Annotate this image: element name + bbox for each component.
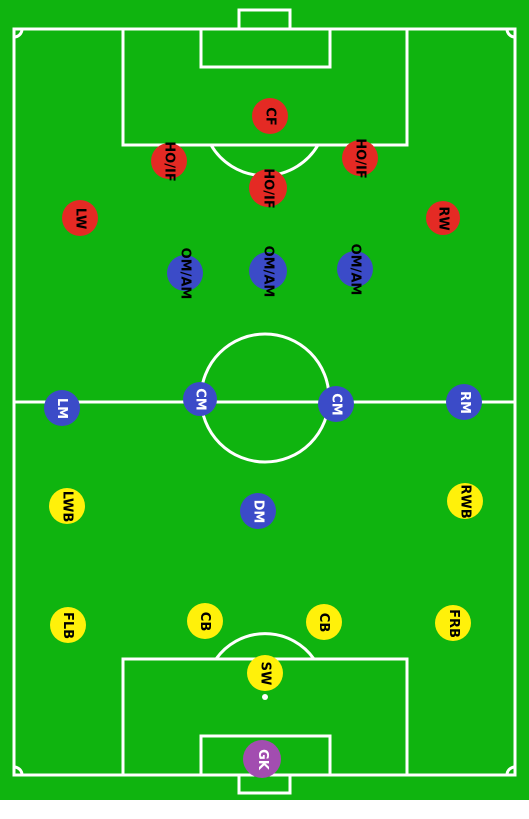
corner-arc-top-right: [505, 28, 516, 39]
player-hoif-left-label: HO/IF: [161, 140, 177, 182]
player-cb-left-label: CB: [197, 611, 213, 631]
corner-arc-bottom-right: [505, 765, 516, 776]
player-lwb: LWB: [49, 488, 85, 524]
player-rm-label: RM: [456, 390, 472, 414]
player-cf: CF: [252, 98, 288, 134]
player-cm-right: CM: [318, 386, 354, 422]
penalty-spot-bottom: [262, 694, 268, 700]
player-omam-right-label: OM/AM: [347, 243, 363, 295]
corner-arc-bottom-left: [13, 765, 24, 776]
player-hoif-left: HO/IF: [151, 140, 187, 182]
player-sw-label: SW: [257, 661, 273, 685]
player-rwb: RWB: [447, 483, 483, 519]
player-cm-left: CM: [183, 382, 217, 416]
player-omam-center-label: OM/AM: [260, 245, 276, 297]
player-cm-left-label: CM: [192, 387, 208, 411]
player-omam-center: OM/AM: [249, 245, 287, 297]
player-rw: RW: [426, 201, 460, 235]
player-hoif-center-label: HO/IF: [260, 167, 276, 209]
player-gk-label: GK: [254, 748, 270, 770]
player-flb: FLB: [50, 607, 86, 643]
bottom-penalty-arc: [214, 632, 316, 660]
player-sw: SW: [247, 655, 283, 691]
player-rwb-label: RWB: [457, 483, 473, 519]
player-hoif-center: HO/IF: [249, 167, 287, 209]
player-cf-label: CF: [262, 106, 278, 126]
player-rw-label: RW: [435, 205, 451, 231]
player-rm: RM: [446, 384, 482, 420]
player-lwb-label: LWB: [59, 490, 75, 522]
player-lw: LW: [62, 200, 98, 236]
player-cb-right: CB: [306, 604, 342, 640]
player-hoif-right-label: HO/IF: [352, 137, 368, 179]
player-dm: DM: [240, 493, 276, 529]
corner-arc-top-left: [13, 28, 24, 39]
player-cm-right-label: CM: [328, 392, 344, 416]
pitch-bottom-margin: [0, 800, 529, 819]
player-lm-label: LM: [54, 397, 70, 419]
player-flb-label: FLB: [60, 611, 76, 639]
player-dm-label: DM: [250, 499, 266, 523]
player-cb-left: CB: [187, 603, 223, 639]
player-omam-left-label: OM/AM: [177, 247, 193, 299]
player-hoif-right: HO/IF: [342, 137, 378, 179]
player-omam-right: OM/AM: [337, 243, 373, 295]
player-lm: LM: [44, 390, 80, 426]
player-frb: FRB: [435, 605, 471, 641]
player-cb-right-label: CB: [316, 612, 332, 632]
player-frb-label: FRB: [445, 608, 461, 638]
player-gk: GK: [243, 740, 281, 778]
player-lw-label: LW: [72, 207, 88, 229]
player-omam-left: OM/AM: [167, 247, 203, 299]
top-goal: [237, 8, 292, 31]
